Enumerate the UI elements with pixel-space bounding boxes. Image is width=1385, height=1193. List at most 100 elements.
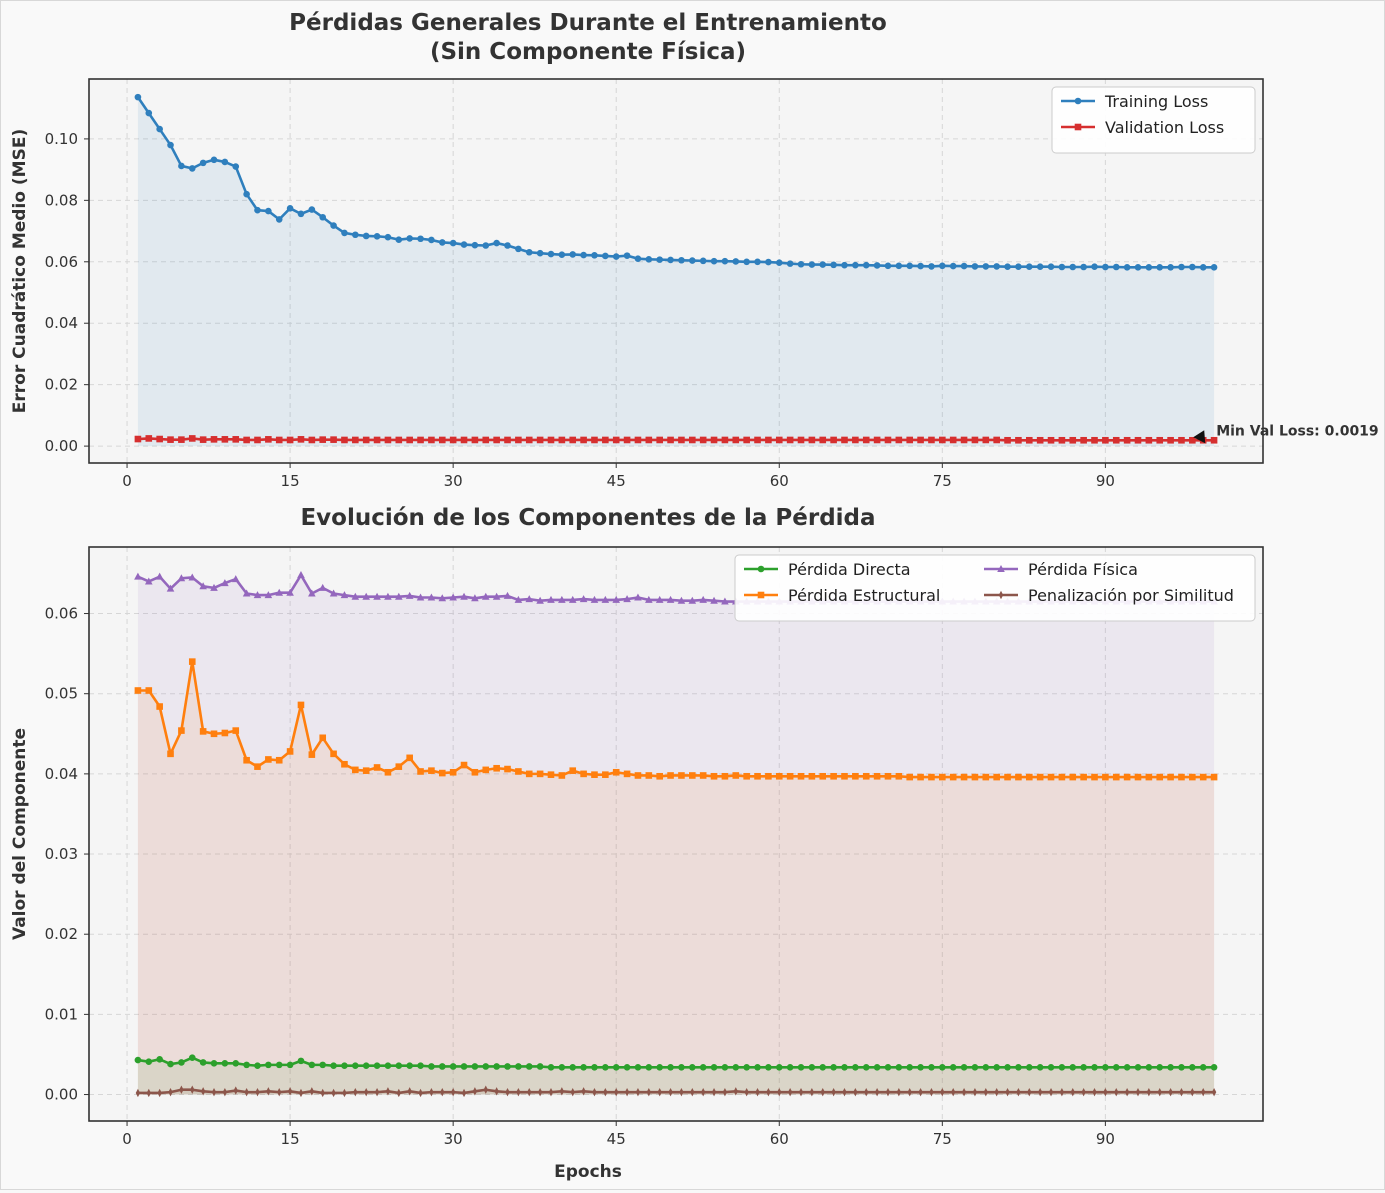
x-tick-label: 75: [933, 1130, 952, 1148]
data-point: [460, 761, 468, 769]
data-point: [895, 772, 903, 780]
data-point: [440, 1087, 445, 1097]
data-point: [1134, 773, 1142, 781]
data-point: [982, 1063, 990, 1071]
legend-label: Training Loss: [1104, 92, 1208, 111]
data-point: [308, 751, 316, 758]
chart-panel-1: 0 15 30 45 60 75 90 0.00 0.02 0.04 0.06 0.08 0.10 Pér…: [10, 10, 1379, 490]
data-point: [449, 436, 457, 444]
data-point: [395, 1062, 403, 1069]
data-point: [244, 1087, 249, 1097]
data-point: [145, 687, 153, 694]
data-point: [895, 262, 903, 270]
data-point: [362, 1062, 370, 1069]
x-tick-label: 60: [770, 472, 789, 490]
data-point: [384, 592, 392, 600]
data-point: [808, 261, 816, 268]
data-point: [852, 772, 859, 780]
data-point: [1037, 1087, 1043, 1097]
data-point: [591, 252, 598, 259]
data-point: [188, 165, 196, 172]
data-point: [145, 435, 153, 442]
data-point: [515, 1063, 522, 1070]
data-point: [917, 1063, 924, 1071]
data-point: [145, 1058, 153, 1065]
data-point: [601, 595, 610, 603]
data-point: [1167, 1063, 1174, 1071]
data-point: [690, 1087, 695, 1097]
data-point: [396, 1088, 402, 1098]
data-point: [699, 257, 707, 265]
data-point: [809, 1087, 815, 1097]
data-point: [1036, 1063, 1044, 1071]
data-point: [885, 1087, 891, 1097]
series-line: [137, 437, 1215, 442]
annotation-label: Min Val Loss: 0.0019: [1216, 423, 1378, 439]
data-point: [645, 436, 653, 444]
data-point: [688, 596, 697, 604]
chart-title: Pérdidas Generales Durante el Entrenamie…: [289, 10, 887, 36]
data-point: [994, 1087, 999, 1097]
data-point: [1004, 263, 1011, 270]
data-point: [210, 1059, 218, 1067]
data-point: [1179, 1087, 1184, 1097]
data-point: [331, 1088, 336, 1098]
data-point: [330, 750, 337, 758]
data-point: [438, 436, 446, 444]
data-point: [841, 772, 848, 780]
data-point: [830, 772, 837, 780]
data-point: [232, 727, 240, 734]
data-point: [884, 1063, 892, 1071]
data-point: [645, 1063, 653, 1071]
data-point: [1156, 773, 1164, 781]
data-point: [678, 1063, 685, 1071]
data-point: [666, 595, 675, 603]
data-point: [1167, 773, 1174, 781]
data-point: [199, 1059, 207, 1066]
data-point: [1091, 436, 1098, 444]
data-point: [830, 436, 837, 444]
data-point: [884, 436, 892, 444]
data-point: [732, 436, 740, 444]
data-point: [341, 760, 348, 768]
data-point: [1016, 1087, 1021, 1097]
data-point: [580, 770, 587, 778]
data-point: [232, 1059, 240, 1067]
data-point: [721, 257, 729, 265]
data-point: [797, 436, 805, 444]
data-point: [362, 232, 370, 240]
data-point: [667, 772, 674, 779]
data-point: [830, 1063, 837, 1071]
data-point: [841, 261, 848, 269]
data-point: [493, 1063, 500, 1070]
area-fills: [137, 575, 1215, 1095]
legend-swatch-marker: [757, 591, 765, 599]
data-point: [590, 595, 599, 603]
data-point: [342, 1088, 347, 1098]
data-point: [449, 1063, 457, 1070]
data-point: [667, 256, 674, 264]
data-point: [210, 583, 218, 591]
x-tick-label: 15: [281, 1130, 300, 1148]
data-point: [525, 770, 533, 778]
data-point: [156, 125, 163, 133]
data-point: [1189, 773, 1196, 781]
data-point: [960, 436, 968, 444]
data-point: [787, 1087, 793, 1097]
legend-box: [734, 554, 1256, 622]
data-point: [221, 436, 229, 443]
legend-label: Pérdida Estructural: [788, 586, 940, 605]
data-point: [527, 1087, 532, 1097]
data-point: [853, 1087, 858, 1097]
data-point: [907, 1087, 912, 1097]
y-tick-label: 0.06: [45, 605, 78, 623]
data-point: [308, 1061, 316, 1069]
data-point: [503, 591, 512, 599]
data-point: [275, 436, 283, 444]
data-point: [297, 571, 305, 579]
data-point: [1178, 773, 1185, 781]
data-point: [754, 1063, 761, 1071]
data-point: [188, 1054, 196, 1061]
data-point: [1167, 436, 1174, 444]
